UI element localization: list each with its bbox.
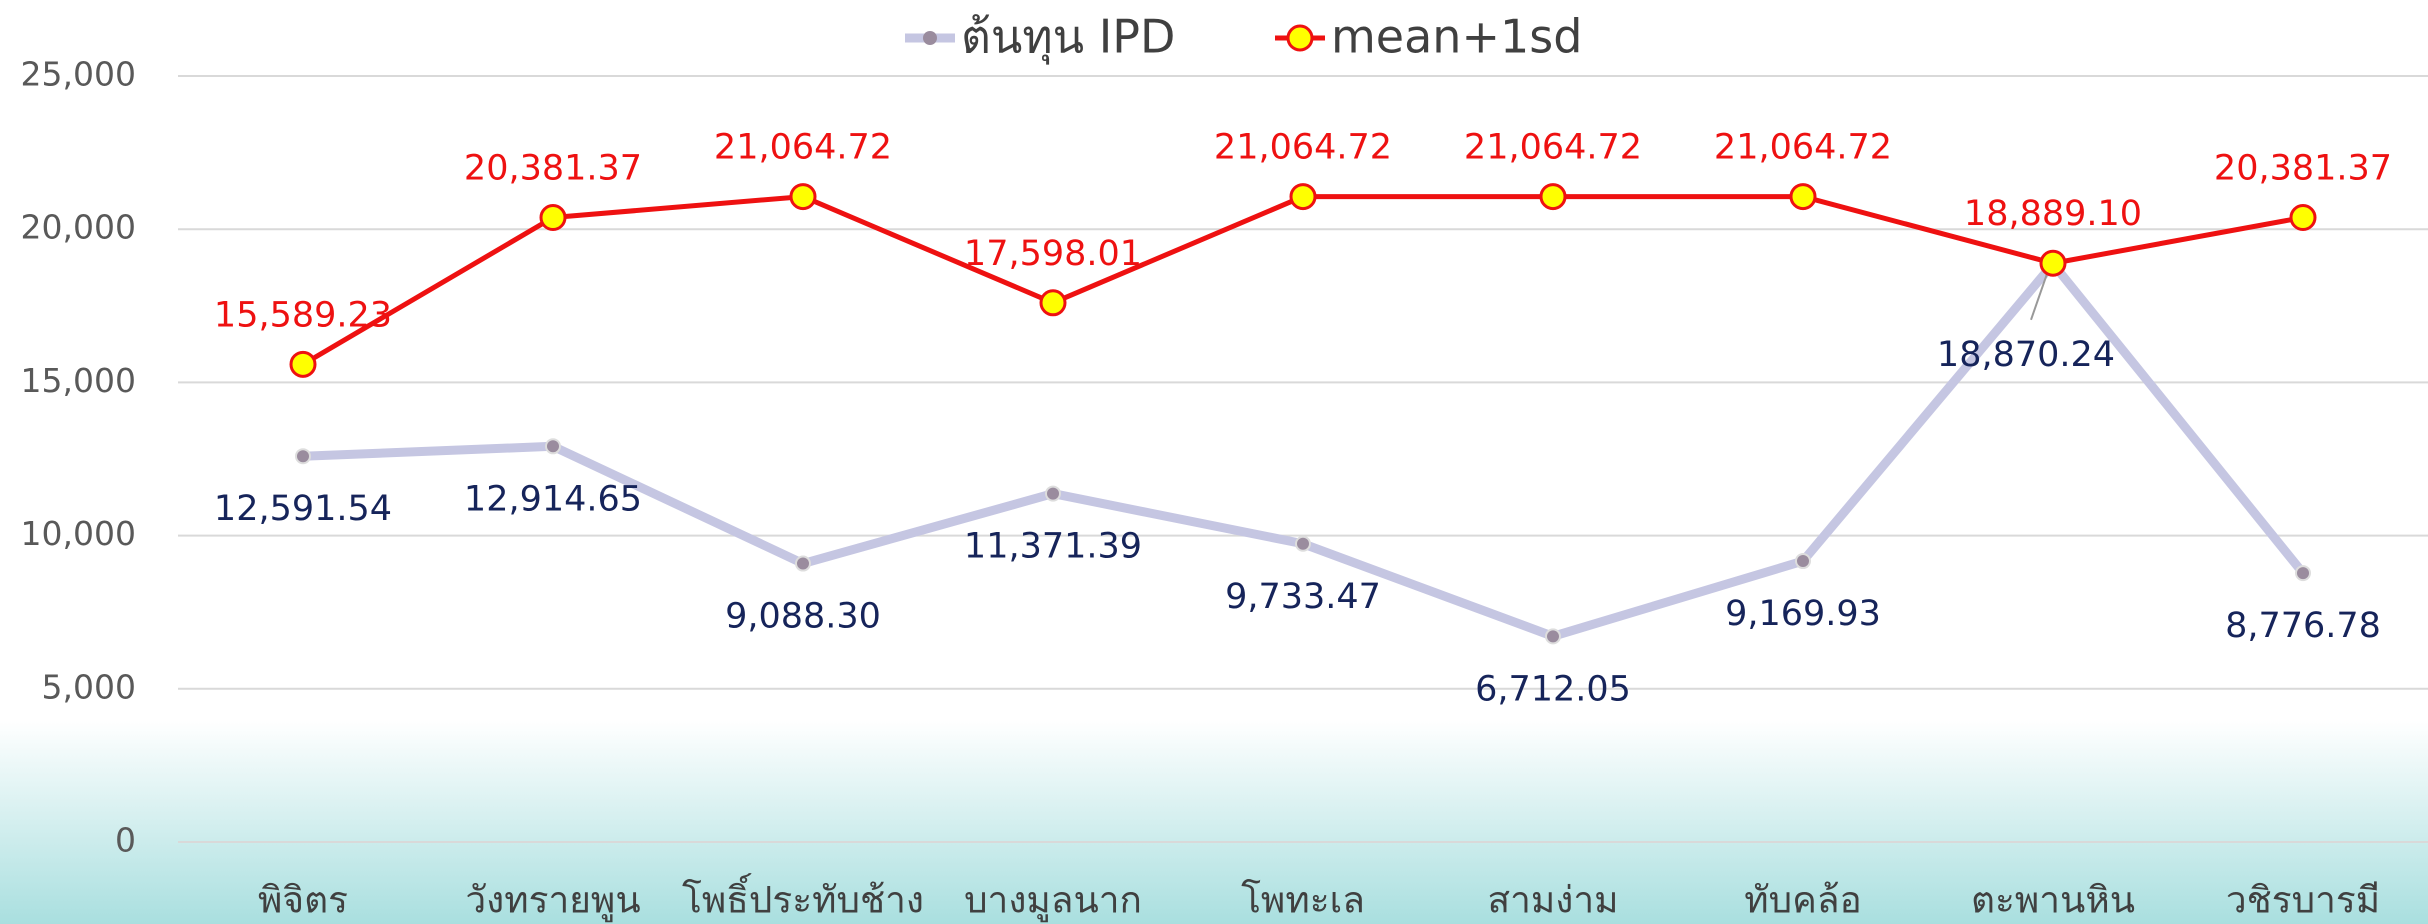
point <box>1795 553 1811 570</box>
x-tick-label: สามง่าม <box>1488 879 1619 922</box>
data-label: 20,381.37 <box>464 149 642 189</box>
data-label: 18,889.10 <box>1964 194 2142 234</box>
data-label: 9,733.47 <box>1225 577 1381 617</box>
x-tick-label: วชิรบารมี <box>2226 879 2380 922</box>
data-label: 21,064.72 <box>1464 128 1642 168</box>
data-label: 21,064.72 <box>1714 128 1892 168</box>
y-tick-label: 10,000 <box>21 514 136 553</box>
x-tick-label: วังทรายพูน <box>465 879 640 923</box>
point <box>1289 183 1317 211</box>
point <box>289 350 317 378</box>
point <box>2289 204 2317 232</box>
point <box>795 555 811 572</box>
data-label: 15,589.23 <box>214 295 392 335</box>
point <box>539 204 567 232</box>
data-label: 11,371.39 <box>964 527 1142 567</box>
data-label: 20,381.37 <box>2214 149 2392 189</box>
data-label: 12,591.54 <box>214 489 392 529</box>
legend-marker <box>923 31 937 45</box>
point <box>2039 249 2067 277</box>
y-tick-label: 15,000 <box>21 361 136 400</box>
x-tick-label: โพธิ์ประทับช้าง <box>682 873 924 922</box>
y-tick-label: 0 <box>115 821 136 860</box>
x-tick-label: พิจิตร <box>258 879 348 922</box>
legend-label: ต้นทุน IPD <box>961 10 1175 66</box>
point <box>545 438 561 455</box>
leader-line <box>2030 273 2048 321</box>
point <box>1545 628 1561 645</box>
point <box>1039 289 1067 317</box>
data-label: 6,712.05 <box>1475 669 1631 709</box>
point <box>1045 485 1061 502</box>
point <box>2295 565 2311 582</box>
y-tick-label: 25,000 <box>21 55 136 94</box>
data-label: 8,776.78 <box>2225 606 2381 646</box>
data-label: 21,064.72 <box>1214 128 1392 168</box>
data-label: 21,064.72 <box>714 128 892 168</box>
y-tick-label: 20,000 <box>21 208 136 247</box>
point <box>1539 183 1567 211</box>
point <box>1789 183 1817 211</box>
data-label: 17,598.01 <box>964 234 1142 274</box>
data-label: 12,914.65 <box>464 479 642 519</box>
x-tick-label: ทับคล้อ <box>1744 879 1862 922</box>
data-label: 18,870.24 <box>1937 335 2115 375</box>
point <box>295 448 311 465</box>
data-label: 9,088.30 <box>725 597 881 637</box>
point <box>789 183 817 211</box>
x-tick-label: โพทะเล <box>1241 879 1365 922</box>
data-label: 9,169.93 <box>1725 594 1881 634</box>
point <box>1295 535 1311 552</box>
y-tick-label: 5,000 <box>42 667 136 706</box>
legend-marker <box>1286 24 1314 52</box>
legend-label: mean+1sd <box>1331 10 1582 64</box>
x-tick-label: บางมูลนาก <box>964 879 1142 923</box>
x-tick-label: ตะพานหิน <box>1971 879 2135 922</box>
